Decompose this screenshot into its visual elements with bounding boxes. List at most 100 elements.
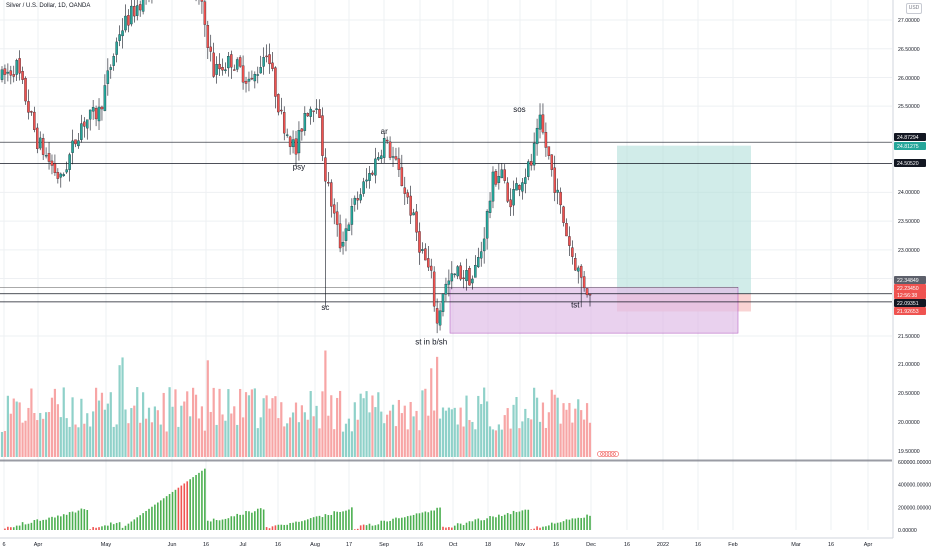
- obv-bar-90: [265, 527, 268, 530]
- volume-bar-198: [583, 419, 586, 457]
- candle-80: [235, 59, 239, 70]
- obv-bar-54: [159, 500, 162, 530]
- volume-bar-56: [165, 431, 168, 457]
- volume-bar-145: [427, 415, 430, 457]
- obv-bar-76: [224, 518, 227, 530]
- wyckoff-label-0: psy: [293, 162, 305, 171]
- volume-bar-181: [533, 387, 536, 457]
- x-tick-0: 6: [2, 542, 5, 548]
- obv-bar-170: [501, 516, 503, 530]
- obv-bar-121: [356, 528, 359, 530]
- candle-128: [377, 157, 380, 160]
- obv-bar-112: [330, 514, 333, 530]
- volume-bar-188: [553, 394, 556, 457]
- volume-bar-139: [409, 401, 412, 457]
- candle-143: [421, 249, 424, 251]
- volume-bar-88: [259, 417, 262, 457]
- obv-bar-109: [321, 517, 324, 530]
- obv-bar-39: [115, 522, 118, 530]
- volume-bar-36: [106, 403, 109, 457]
- candle-174: [512, 189, 515, 206]
- candle-105: [309, 108, 312, 117]
- candle-77: [227, 56, 230, 69]
- volume-bar-153: [450, 409, 453, 457]
- volume-bar-97: [286, 423, 289, 457]
- volume-bar-134: [394, 426, 398, 457]
- obv-bar-25: [74, 512, 77, 530]
- obv-bar-159: [468, 521, 471, 530]
- volume-bar-29: [86, 413, 89, 457]
- volume-bar-99: [291, 412, 295, 457]
- volume-bar-151: [444, 410, 448, 457]
- volume-pane: [0, 350, 892, 461]
- candle-186: [547, 146, 551, 156]
- candle-161: [474, 264, 477, 278]
- volume-tick-1: 20.50000: [898, 391, 920, 397]
- obv-bar-103: [304, 520, 306, 530]
- obv-bar-16: [48, 517, 50, 530]
- volume-bar-18: [53, 388, 57, 457]
- volume-bar-85: [250, 389, 253, 457]
- candle-11: [33, 111, 36, 130]
- obv-bar-191: [562, 521, 565, 530]
- volume-bar-4: [12, 398, 15, 457]
- obv-bar-168: [495, 517, 497, 530]
- candle-91: [268, 54, 271, 65]
- candle-191: [562, 206, 565, 223]
- currency-badge[interactable]: USD: [906, 3, 922, 14]
- candle-34: [100, 106, 104, 110]
- candles: [0, 0, 592, 334]
- obv-bar-41: [121, 527, 124, 530]
- candle-5: [15, 60, 18, 75]
- candle-25: [74, 139, 77, 145]
- price-tag-3: 22.34849: [897, 278, 919, 284]
- volume-bar-110: [324, 350, 327, 457]
- candle-106: [312, 110, 315, 112]
- volume-bar-72: [212, 387, 215, 457]
- obv-bar-198: [583, 517, 585, 530]
- obv-bar-71: [209, 521, 212, 530]
- volume-bar-126: [371, 395, 374, 457]
- volume-bar-3: [9, 413, 12, 457]
- obv-bar-169: [498, 514, 500, 530]
- candle-48: [141, 0, 145, 12]
- obv-bar-134: [395, 517, 397, 530]
- volume-bar-133: [391, 404, 395, 457]
- volume-bar-13: [39, 412, 42, 457]
- candle-120: [353, 197, 357, 205]
- volume-bar-190: [559, 423, 562, 457]
- candle-129: [380, 155, 383, 159]
- candle-68: [200, 0, 204, 2]
- candle-18: [53, 163, 57, 173]
- volume-bar-171: [503, 415, 506, 457]
- volume-bar-172: [506, 408, 509, 457]
- obv-bar-199: [586, 514, 588, 530]
- volume-bar-182: [535, 397, 539, 457]
- obv-bar-1: [4, 528, 6, 530]
- x-tick-1: Apr: [34, 542, 43, 548]
- candle-125: [368, 173, 371, 181]
- obv-bar-133: [392, 518, 394, 530]
- x-tick-3: Jun: [168, 542, 177, 548]
- volume-bar-58: [171, 406, 174, 457]
- candle-4: [12, 74, 16, 77]
- volume-bar-6: [18, 402, 21, 457]
- obv-bar-49: [145, 510, 147, 530]
- obv-bar-196: [577, 517, 580, 530]
- wyckoff-label-3: st in b/sh: [415, 338, 447, 347]
- price-tag-bg-1: [894, 142, 926, 150]
- obv-bar-152: [448, 527, 450, 530]
- candle-151: [444, 283, 448, 295]
- obv-bar-27: [80, 508, 83, 530]
- obv-bar-149: [439, 507, 441, 530]
- obv-bar-84: [248, 511, 250, 530]
- candle-114: [335, 211, 339, 225]
- candle-150: [441, 293, 445, 312]
- obv-bar-51: [151, 506, 153, 530]
- obv-tick-2: 200000.00000: [898, 505, 931, 511]
- obv-bar-104: [306, 519, 309, 530]
- obv-bar-64: [189, 479, 191, 530]
- obv-bar-173: [509, 514, 512, 530]
- obv-bar-18: [54, 517, 56, 530]
